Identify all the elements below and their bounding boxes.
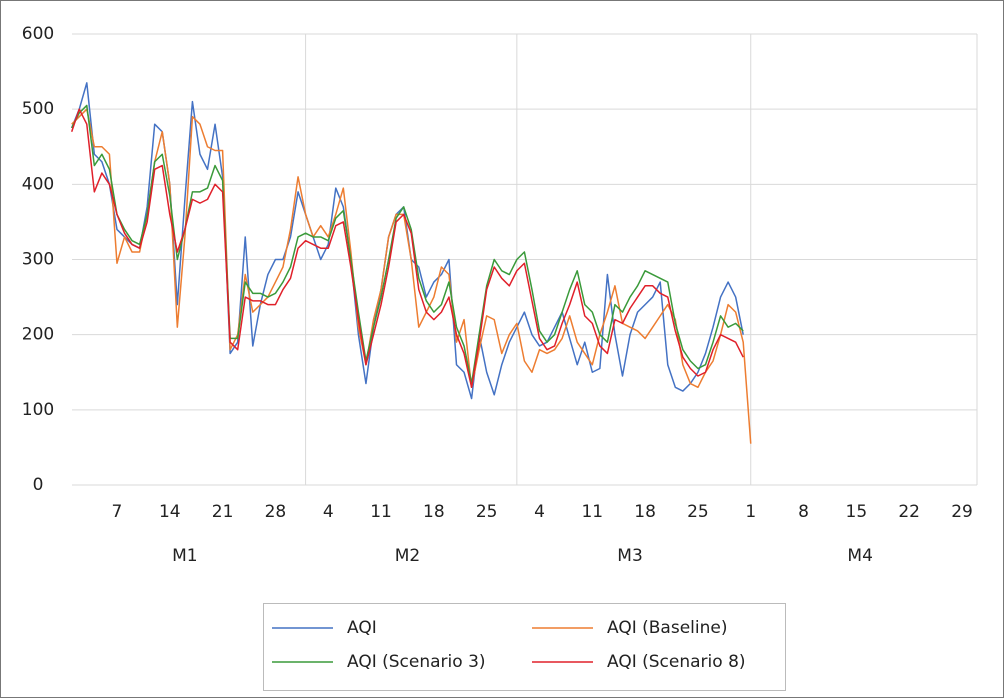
x-tick-label: 18	[423, 502, 445, 522]
x-tick-label: 18	[634, 502, 656, 522]
x-tick-label: 7	[112, 502, 123, 522]
x-tick-label: 29	[951, 502, 973, 522]
x-tick-label: 21	[212, 502, 234, 522]
series-line	[70, 108, 744, 389]
y-tick-label: 100	[22, 400, 54, 420]
x-tick-label: 11	[370, 502, 392, 522]
x-tick-label: 25	[687, 502, 709, 522]
x-tick-label: 15	[846, 502, 868, 522]
y-tick-label: 500	[22, 99, 54, 119]
x-group-label: M3	[617, 546, 642, 566]
legend-label: AQI	[347, 618, 377, 638]
series-line	[71, 108, 752, 444]
x-tick-label: 11	[581, 502, 603, 522]
legend-label: AQI (Scenario 8)	[607, 652, 746, 672]
x-tick-label: 25	[476, 502, 498, 522]
legend-label: AQI (Scenario 3)	[347, 652, 486, 672]
x-tick-label: 8	[798, 502, 809, 522]
y-tick-label: 200	[22, 325, 54, 345]
x-tick-label: 14	[159, 502, 181, 522]
y-tick-label: 300	[22, 250, 54, 270]
x-group-label: M4	[847, 546, 872, 566]
legend-box	[263, 603, 786, 691]
x-group-label: M2	[395, 546, 420, 566]
x-tick-label: 28	[265, 502, 287, 522]
x-tick-label: 1	[745, 502, 756, 522]
x-tick-label: 4	[534, 502, 545, 522]
legend-label: AQI (Baseline)	[607, 618, 727, 638]
x-group-label: M1	[172, 546, 197, 566]
x-tick-label: 22	[898, 502, 920, 522]
x-tick-label: 4	[323, 502, 334, 522]
y-tick-label: 400	[22, 174, 54, 194]
y-tick-label: 0	[33, 475, 44, 495]
y-tick-label: 600	[22, 24, 54, 44]
